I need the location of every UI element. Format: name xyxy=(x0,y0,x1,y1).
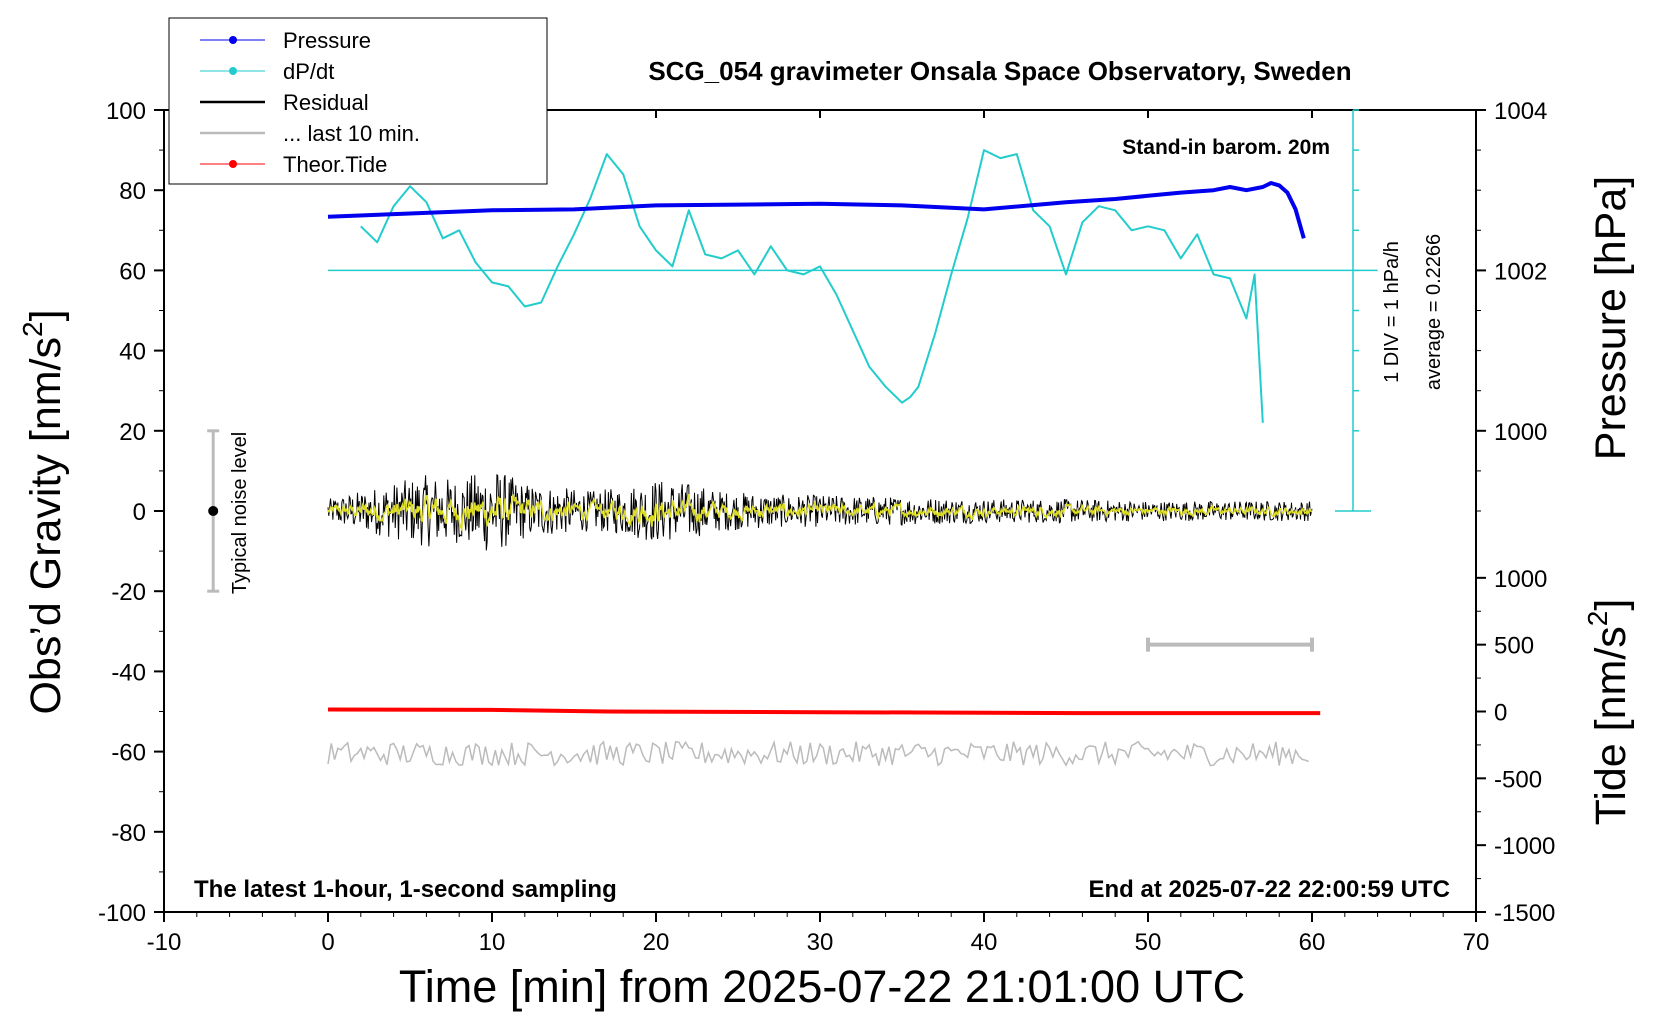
y-tick-label: 0 xyxy=(133,499,146,526)
series-last-10-min xyxy=(327,739,1309,767)
tide-tick-label: -500 xyxy=(1494,766,1542,793)
x-tick-label: 70 xyxy=(1463,929,1490,956)
y-tick-label: 60 xyxy=(119,258,146,285)
y-tick-label: -20 xyxy=(111,579,146,606)
tide-tick-label: -1500 xyxy=(1494,900,1555,927)
dpdt-div-note: 1 DIV = 1 hPa/h xyxy=(1381,241,1403,383)
legend-marker xyxy=(229,67,237,75)
tide-tick-label: 1000 xyxy=(1494,566,1547,593)
footer-right-note: End at 2025-07-22 22:00:59 UTC xyxy=(1089,876,1451,903)
barometer-note: Stand-in barom. 20m xyxy=(1122,136,1330,159)
pressure-tick-label: 1004 xyxy=(1494,98,1547,125)
legend-label: Pressure xyxy=(283,28,371,53)
legend-label: Theor.Tide xyxy=(283,152,387,177)
pressure-axis-label: Pressure [hPa] xyxy=(1587,176,1635,460)
series-dpdt xyxy=(360,149,1264,423)
series-residual-smoothed xyxy=(327,493,1313,532)
x-tick-label: 50 xyxy=(1135,929,1162,956)
dpdt-average-note: average = 0.2266 xyxy=(1423,234,1445,390)
footer-left-note: The latest 1-hour, 1-second sampling xyxy=(194,876,617,903)
tide-tick-label: -1000 xyxy=(1494,833,1555,860)
tide-tick-label: 0 xyxy=(1494,700,1507,727)
legend: Pressure dP/dt Residual ... last 10 min. The… xyxy=(168,17,548,185)
pressure-tick-label: 1002 xyxy=(1494,258,1547,285)
series-residual xyxy=(327,474,1313,551)
series-pressure xyxy=(327,181,1306,239)
legend-label: dP/dt xyxy=(283,59,334,84)
y-tick-label: -60 xyxy=(111,740,146,767)
legend-marker xyxy=(229,160,237,168)
x-tick-label: -10 xyxy=(147,929,182,956)
axes-layer: -10 0 10 20 30 40 50 60 70-100-80-60-40-20020406… xyxy=(98,98,1555,956)
y-tick-label: -40 xyxy=(111,659,146,686)
x-tick-label: 40 xyxy=(971,929,998,956)
x-tick-label: 60 xyxy=(1299,929,1326,956)
left-axis-label: Obs’d Gravity [nm/s2] xyxy=(17,309,70,714)
noise-bar-dot xyxy=(208,506,219,516)
series-theor-tide xyxy=(327,707,1321,716)
y-tick-label: -100 xyxy=(98,900,146,927)
chart-title: SCG_054 gravimeter Onsala Space Observat… xyxy=(648,56,1351,86)
y-tick-label: 80 xyxy=(119,178,146,205)
y-tick-label: -80 xyxy=(111,820,146,847)
tide-tick-label: 500 xyxy=(1494,633,1534,660)
y-tick-label: 20 xyxy=(119,419,146,446)
x-tick-label: 0 xyxy=(321,929,334,956)
y-tick-label: 40 xyxy=(119,339,146,366)
x-tick-label: 20 xyxy=(643,929,670,956)
noise-level-note: Typical noise level xyxy=(229,432,251,594)
y-tick-label: 100 xyxy=(106,98,146,125)
legend-label: Residual xyxy=(283,90,369,115)
x-tick-label: 30 xyxy=(807,929,834,956)
tide-axis-label: Tide [nm/s2] xyxy=(1582,599,1635,826)
x-tick-label: 10 xyxy=(479,929,506,956)
legend-label: ... last 10 min. xyxy=(283,121,420,146)
legend-marker xyxy=(229,36,237,44)
series-layer xyxy=(207,109,1378,767)
pressure-tick-label: 1000 xyxy=(1494,419,1547,446)
x-axis-label: Time [min] from 2025-07-22 21:01:00 UTC xyxy=(399,961,1245,1012)
